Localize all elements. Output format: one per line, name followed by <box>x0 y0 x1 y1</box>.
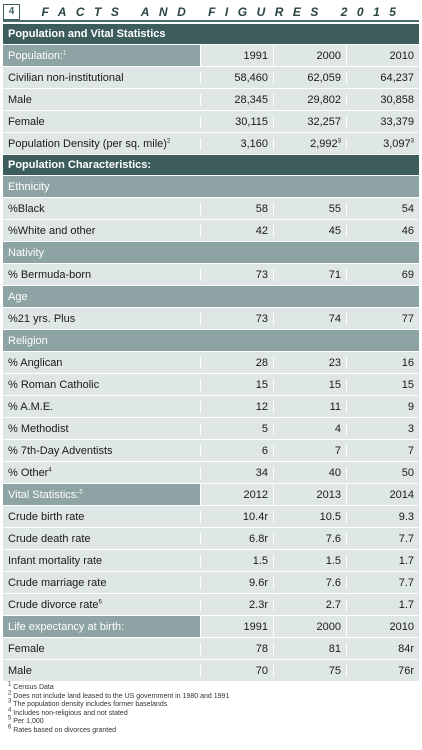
table-row: Crude marriage rate 9.6r 7.6 7.7 <box>3 572 419 594</box>
page-title: FACTS AND FIGURES 2015 <box>41 4 406 19</box>
population-header-row: Population:1 1991 2000 2010 <box>3 45 419 67</box>
footnote: 2 Does not include land leased to the US… <box>8 690 230 700</box>
table-row: Male 70 75 76r <box>3 660 419 682</box>
religion-other-row: % Other4 34 40 50 <box>3 462 419 484</box>
table-row: % 7th-Day Adventists 6 7 7 <box>3 440 419 462</box>
footnote: 6 Rates based on divorces granted <box>8 724 117 734</box>
table-row: Crude death rate 6.8r 7.6 7.7 <box>3 528 419 550</box>
footnote: 3 The population density includes former… <box>8 698 168 709</box>
table-row: Female 30,115 32,257 33,379 <box>3 111 419 133</box>
table-row: %White and other 42 45 46 <box>3 220 419 242</box>
facts-table: Population and Vital Statistics Populati… <box>3 24 419 682</box>
footnote: 1 Census Data <box>8 681 54 691</box>
divorce-rate-row: Crude divorce rate6 2.3r 2.7 1.7 <box>3 594 419 616</box>
table-row: Crude birth rate 10.4r 10.5 9.3 <box>3 506 419 528</box>
population-density-row: Population Density (per sq. mile)2 3,160… <box>3 133 419 155</box>
table-row: Female 78 81 84r <box>3 638 419 660</box>
table-row: % Roman Catholic 15 15 15 <box>3 374 419 396</box>
table-row: % Methodist 5 4 3 <box>3 418 419 440</box>
table-row: % Bermuda-born 73 71 69 <box>3 264 419 286</box>
ethnicity-header: Ethnicity <box>3 176 419 198</box>
footnote: 5 Per 1,000 <box>8 716 44 726</box>
footnotes: 1 Census Data 2 Does not include land le… <box>3 682 419 736</box>
nativity-header: Nativity <box>3 242 419 264</box>
table-row: Civilian non-institutional 58,460 62,059… <box>3 67 419 89</box>
table-row: %21 yrs. Plus 73 74 77 <box>3 308 419 330</box>
vital-statistics-header-row: Vital Statistics:5 2012 2013 2014 <box>3 484 419 506</box>
life-expectancy-header-row: Life expectancy at birth: 1991 2000 2010 <box>3 616 419 638</box>
header-bar: 4 FACTS AND FIGURES 2015 <box>3 3 419 22</box>
table-row: Infant mortality rate 1.5 1.5 1.7 <box>3 550 419 572</box>
table-row: % A.M.E. 12 11 9 <box>3 396 419 418</box>
table-row: Male 28,345 29,802 30,858 <box>3 89 419 111</box>
age-header: Age <box>3 286 419 308</box>
section-header-population-characteristics: Population Characteristics: <box>3 155 419 176</box>
table-row: % Anglican 28 23 16 <box>3 352 419 374</box>
table-row: %Black 58 55 54 <box>3 198 419 220</box>
section-header-population-vital: Population and Vital Statistics <box>3 24 419 45</box>
page-number: 4 <box>3 3 20 20</box>
religion-header: Religion <box>3 330 419 352</box>
footnote: 4 Includes non-religious and not stated <box>8 707 128 717</box>
